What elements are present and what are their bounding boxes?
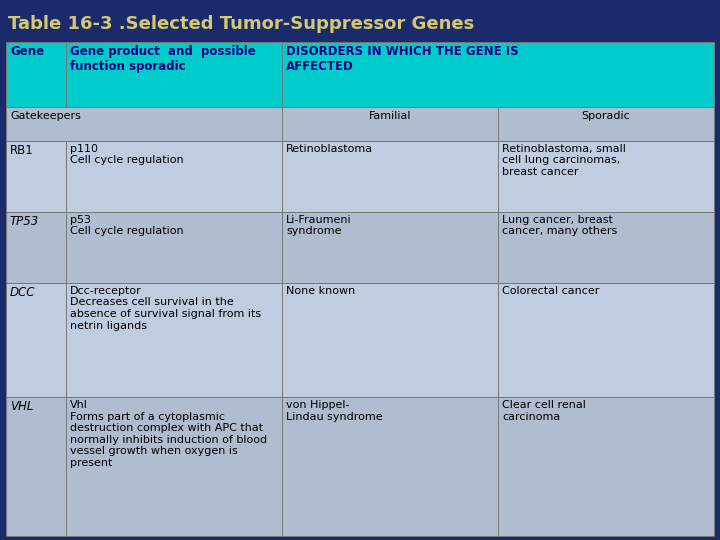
Text: Clear cell renal
carcinoma: Clear cell renal carcinoma — [502, 400, 586, 422]
Text: Li-Fraumeni
syndrome: Li-Fraumeni syndrome — [286, 215, 352, 237]
Text: Gene: Gene — [10, 45, 44, 58]
Text: DCC: DCC — [10, 286, 35, 299]
Text: Gene product  and  possible
function sporadic: Gene product and possible function spora… — [70, 45, 256, 73]
Text: Retinoblastoma, small
cell lung carcinomas,
breast cancer: Retinoblastoma, small cell lung carcinom… — [502, 144, 626, 177]
Bar — [282, 283, 498, 397]
Text: p53
Cell cycle regulation: p53 Cell cycle regulation — [70, 215, 184, 237]
Bar — [66, 212, 282, 283]
Bar — [6, 283, 66, 397]
Bar — [282, 212, 498, 283]
Text: Familial: Familial — [369, 111, 411, 121]
Bar — [498, 107, 714, 141]
Text: None known: None known — [286, 286, 356, 296]
Bar — [66, 397, 282, 536]
Text: RB1: RB1 — [10, 144, 34, 157]
Text: TP53: TP53 — [10, 215, 40, 228]
Text: p110
Cell cycle regulation: p110 Cell cycle regulation — [70, 144, 184, 165]
Bar — [282, 42, 714, 107]
Bar — [282, 141, 498, 212]
Bar — [6, 141, 66, 212]
Text: von Hippel-
Lindau syndrome: von Hippel- Lindau syndrome — [286, 400, 383, 422]
Bar — [66, 42, 282, 107]
Bar — [282, 397, 498, 536]
Text: Vhl
Forms part of a cytoplasmic
destruction complex with APC that
normally inhib: Vhl Forms part of a cytoplasmic destruct… — [70, 400, 267, 468]
Bar — [6, 397, 66, 536]
Text: Retinoblastoma: Retinoblastoma — [286, 144, 373, 154]
Text: Lung cancer, breast
cancer, many others: Lung cancer, breast cancer, many others — [502, 215, 617, 237]
Text: DISORDERS IN WHICH THE GENE IS
AFFECTED: DISORDERS IN WHICH THE GENE IS AFFECTED — [286, 45, 518, 73]
Text: Sporadic: Sporadic — [582, 111, 631, 121]
Text: VHL: VHL — [10, 400, 33, 413]
Text: Gatekeepers: Gatekeepers — [10, 111, 81, 121]
Bar — [6, 107, 379, 141]
Bar — [498, 397, 714, 536]
Bar — [282, 107, 498, 141]
Bar — [66, 283, 282, 397]
Text: Table 16-3 .Selected Tumor-Suppressor Genes: Table 16-3 .Selected Tumor-Suppressor Ge… — [8, 15, 474, 33]
Bar — [498, 283, 714, 397]
Bar — [66, 141, 282, 212]
Bar — [498, 212, 714, 283]
Bar — [498, 141, 714, 212]
Text: Dcc-receptor
Decreases cell survival in the
absence of survival signal from its
: Dcc-receptor Decreases cell survival in … — [70, 286, 261, 330]
Bar — [6, 212, 66, 283]
Bar — [6, 42, 66, 107]
Text: Colorectal cancer: Colorectal cancer — [502, 286, 600, 296]
